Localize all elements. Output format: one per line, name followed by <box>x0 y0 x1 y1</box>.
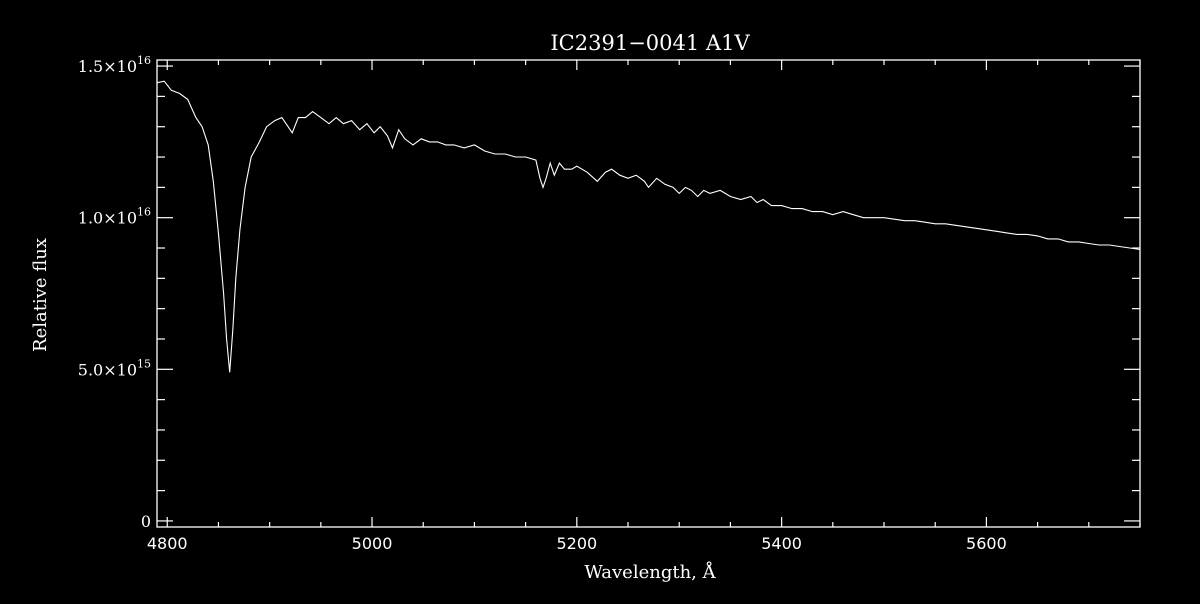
y-tick-label-base: 5.0×10 <box>78 360 137 379</box>
x-tick-label: 5000 <box>352 534 393 553</box>
spectrum-line <box>156 80 1141 373</box>
x-axis-title: Wavelength, Å <box>584 561 716 583</box>
plot-frame <box>156 59 1141 528</box>
y-tick-label: 5.0×1015 <box>78 357 151 379</box>
chart-title: IC2391−0041 A1V <box>550 31 750 55</box>
x-tick-label: 5400 <box>761 534 802 553</box>
x-tick-label: 5600 <box>966 534 1007 553</box>
y-axis-title: Relative flux <box>30 238 51 352</box>
axis-ticks <box>157 60 1141 527</box>
y-tick-label: 1.5×1016 <box>78 54 151 76</box>
x-tick-label: 5200 <box>556 534 597 553</box>
y-tick-label-base: 1.5×10 <box>78 57 137 76</box>
y-tick-label: 0 <box>141 512 151 531</box>
y-tick-label-exponent: 16 <box>137 206 151 219</box>
y-tick-label-exponent: 16 <box>137 54 151 67</box>
y-tick-label: 1.0×1016 <box>78 206 151 228</box>
tick-labels: 4800 5000 5200 5400 560005.0×10151.0×10161.5… <box>78 54 1007 553</box>
y-tick-label-base: 1.0×10 <box>78 209 137 228</box>
x-tick-label: 4800 <box>147 534 188 553</box>
y-tick-label-exponent: 15 <box>137 357 151 370</box>
